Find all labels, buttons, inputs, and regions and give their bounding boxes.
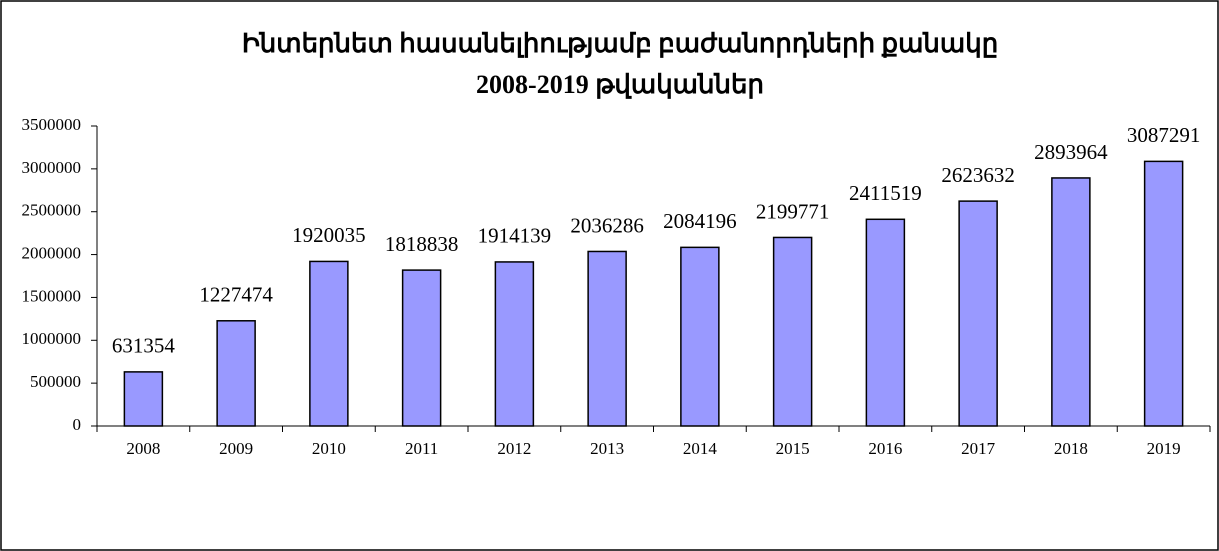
x-tick-label: 2014 <box>683 439 718 458</box>
x-tick-label: 2013 <box>590 439 624 458</box>
x-tick-label: 2016 <box>868 439 902 458</box>
x-tick-label: 2015 <box>776 439 810 458</box>
bar <box>865 218 906 427</box>
bar <box>494 261 535 427</box>
value-label: 2036286 <box>570 213 644 237</box>
bar <box>401 269 442 427</box>
value-label: 2623632 <box>941 163 1015 187</box>
x-tick-label: 2009 <box>219 439 253 458</box>
value-label: 1227474 <box>199 283 273 307</box>
value-label: 1920035 <box>292 223 366 247</box>
value-label: 2084196 <box>663 209 737 233</box>
chart-title: Ինտերնետ հասանելիությամբ բաժանորդների քա… <box>242 29 998 58</box>
x-tick-label: 2008 <box>126 439 160 458</box>
x-tick-label: 2011 <box>405 439 438 458</box>
x-tick-label: 2012 <box>497 439 531 458</box>
bar <box>216 320 256 427</box>
bar <box>123 371 164 427</box>
x-tick-label: 2018 <box>1054 439 1088 458</box>
x-tick-label: 2019 <box>1147 439 1181 458</box>
y-tick-label: 2000000 <box>22 243 82 262</box>
value-label: 631354 <box>112 334 176 358</box>
y-tick-label: 1500000 <box>22 286 82 305</box>
y-tick-label: 3500000 <box>22 115 82 134</box>
bar <box>958 200 998 427</box>
bar <box>680 246 720 427</box>
value-label: 2411519 <box>849 181 922 205</box>
y-tick-label: 500000 <box>30 372 81 391</box>
chart-title: 2008-2019 թվականներ <box>476 70 764 99</box>
value-label: 3087291 <box>1127 123 1201 147</box>
bar <box>1051 177 1091 427</box>
y-tick-label: 1000000 <box>22 329 82 348</box>
bar <box>309 260 349 427</box>
y-tick-label: 3000000 <box>22 158 82 177</box>
value-label: 2199771 <box>756 199 830 223</box>
x-tick-label: 2017 <box>961 439 996 458</box>
value-label: 1818838 <box>385 232 459 256</box>
y-tick-label: 0 <box>73 415 82 434</box>
value-label: 2893964 <box>1034 140 1108 164</box>
value-label: 1914139 <box>478 224 552 248</box>
bar <box>772 236 813 427</box>
x-tick-label: 2010 <box>312 439 346 458</box>
bar <box>1143 160 1184 427</box>
bar <box>587 250 627 427</box>
y-tick-label: 2500000 <box>22 201 82 220</box>
